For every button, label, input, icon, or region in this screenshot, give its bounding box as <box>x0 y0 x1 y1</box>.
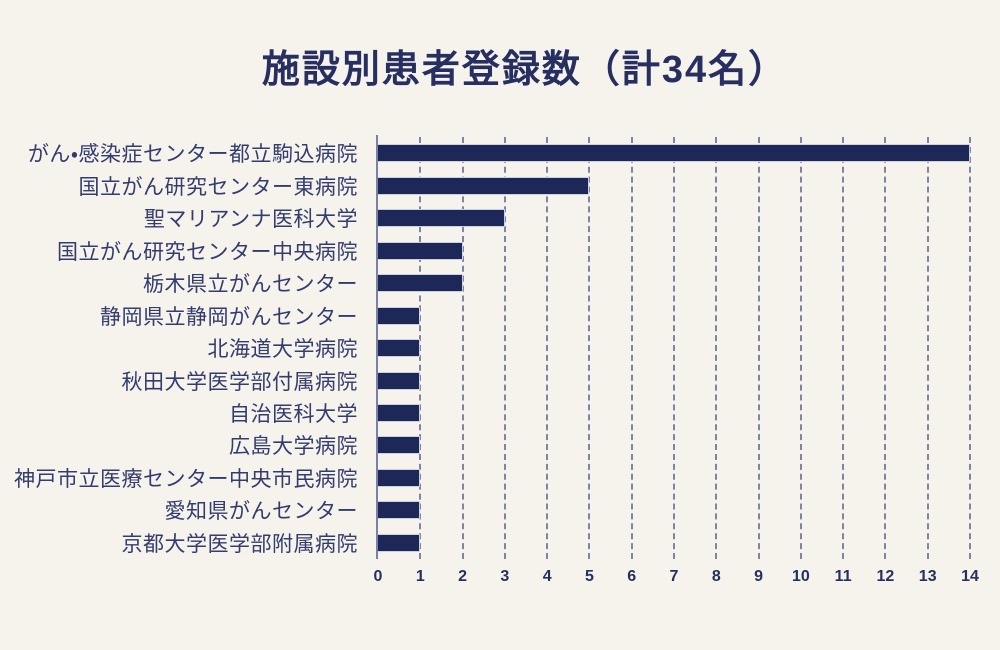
gridline <box>630 137 633 559</box>
gridline <box>969 137 971 559</box>
category-label: 北海道大学病院 <box>207 338 358 362</box>
bar-row <box>378 397 970 429</box>
category-label: 京都大学医学部附属病院 <box>121 532 358 556</box>
gridline <box>503 137 506 559</box>
x-tick-label: 7 <box>669 568 679 585</box>
gridline <box>842 137 845 559</box>
category-label: 国立がん研究センター中央病院 <box>57 240 358 264</box>
category-label: 国立がん研究センター東病院 <box>78 175 358 199</box>
bar-row <box>378 137 970 169</box>
bar <box>378 339 421 358</box>
gridline <box>926 137 929 559</box>
category-label: 聖マリアンナ医科大学 <box>143 208 358 232</box>
category-label: がん・感染症センター都立駒込病院 <box>27 143 358 167</box>
x-tick-label: 9 <box>754 568 764 585</box>
x-tick-label: 1 <box>415 568 425 585</box>
x-tick-label: 10 <box>791 568 810 585</box>
bar <box>378 501 421 520</box>
bar <box>378 468 421 487</box>
plot-area <box>376 135 971 559</box>
bar <box>378 209 505 228</box>
bar-row <box>378 527 970 559</box>
x-tick-label: 14 <box>961 568 979 585</box>
bar-row <box>378 462 970 494</box>
bar <box>378 306 421 325</box>
x-tick-label: 4 <box>542 568 552 585</box>
bar <box>378 436 421 455</box>
category-label: 静岡県立静岡がんセンター <box>100 305 358 329</box>
bar-rows <box>378 137 970 559</box>
gridline <box>799 137 802 559</box>
category-label: 栃木県立がんセンター <box>143 273 358 297</box>
x-tick-label: 0 <box>373 568 383 585</box>
bar-row <box>378 299 970 331</box>
gridline <box>419 137 422 559</box>
gridline <box>884 137 887 559</box>
bar <box>378 533 421 552</box>
x-tick-label: 13 <box>918 568 937 585</box>
x-tick-label: 5 <box>584 568 594 585</box>
x-tick-label: 2 <box>458 568 468 585</box>
bar <box>378 403 421 422</box>
bar-row <box>378 364 970 396</box>
y-axis-labels: がん・感染症センター都立駒込病院国立がん研究センター東病院聖マリアンナ医科大学国… <box>0 137 368 559</box>
bar-row <box>378 429 970 461</box>
category-label: 愛知県がんセンター <box>164 500 358 524</box>
chart-title: 施設別患者登録数（計34名） <box>261 49 789 91</box>
gridline <box>461 137 464 559</box>
y-axis-line <box>376 135 378 559</box>
bar-row <box>378 234 970 266</box>
bar-row <box>378 202 970 234</box>
gridline <box>546 137 549 559</box>
gridline <box>715 137 718 559</box>
gridline <box>588 137 591 559</box>
x-tick-label: 6 <box>627 568 637 585</box>
bar <box>378 176 590 195</box>
x-axis-ticks: 0 1 2 3 4 5 6 7 8 9 10 11 12 13 14 <box>374 568 979 592</box>
gridline <box>757 137 760 559</box>
category-label: 神戸市立医療センター中央市民病院 <box>14 467 358 491</box>
category-label: 広島大学病院 <box>229 435 358 459</box>
bar <box>378 274 463 293</box>
gridline <box>673 137 675 559</box>
category-label: 自治医科大学 <box>229 402 358 426</box>
bar <box>378 144 970 163</box>
bar <box>378 371 421 390</box>
bar-row <box>378 169 970 201</box>
category-label: 秋田大学医学部付属病院 <box>121 370 358 394</box>
x-tick-label: 3 <box>500 568 510 585</box>
bar-row <box>378 332 970 364</box>
bar <box>378 241 463 260</box>
x-tick-label: 12 <box>876 568 895 585</box>
x-tick-label: 8 <box>711 568 721 585</box>
bar-row <box>378 267 970 299</box>
bar-row <box>378 494 970 526</box>
x-tick-label: 11 <box>834 568 852 585</box>
